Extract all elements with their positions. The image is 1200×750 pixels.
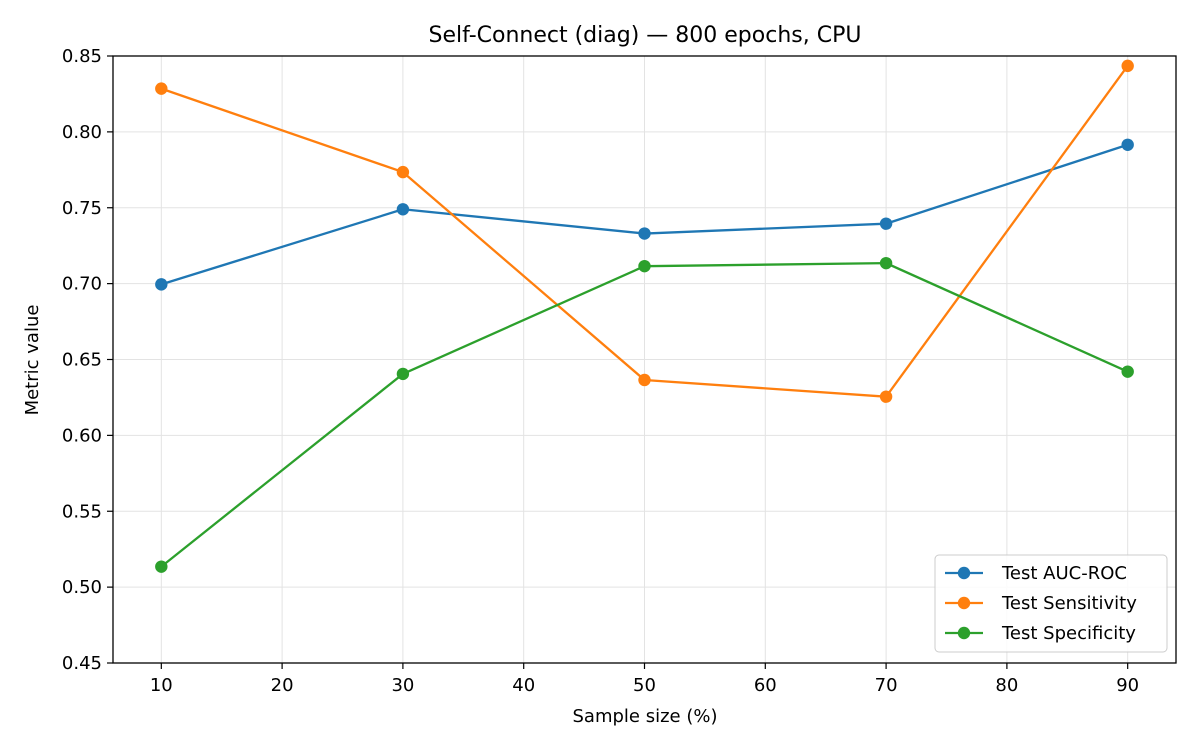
y-tick-label: 0.85 — [62, 46, 102, 67]
y-axis-title: Metric value — [22, 305, 43, 416]
y-tick-label: 0.50 — [62, 577, 102, 598]
data-point-test-sensitivity — [638, 373, 651, 387]
x-tick-label: 80 — [995, 675, 1018, 696]
x-tick-label: 20 — [271, 675, 294, 696]
y-tick-label: 0.55 — [62, 501, 102, 522]
data-point-test-auc-roc — [155, 278, 168, 291]
legend-item-test-sensitivity: Test Sensitivity — [945, 593, 1137, 614]
legend-box — [934, 554, 1168, 653]
series-layer — [155, 59, 1134, 573]
data-point-test-sensitivity — [155, 82, 168, 95]
x-axis-title: Sample size (%) — [573, 706, 718, 727]
x-tick-label: 30 — [391, 675, 414, 696]
data-point-test-sensitivity — [1121, 59, 1134, 73]
y-tick-label: 0.45 — [62, 653, 102, 674]
x-tick-label: 50 — [633, 675, 656, 696]
data-point-test-auc-roc — [879, 217, 893, 230]
data-point-test-auc-roc — [1121, 138, 1134, 151]
series-test-specificity — [155, 256, 1134, 573]
data-point-test-specificity — [396, 367, 410, 381]
y-tick-label: 0.80 — [62, 122, 102, 143]
y-tick-label: 0.70 — [62, 274, 102, 295]
x-axis: 10 20 30 40 50 60 70 80 90 — [150, 663, 1139, 696]
data-point-test-specificity — [638, 259, 651, 273]
x-tick-label: 70 — [875, 675, 898, 696]
data-point-test-specificity — [1121, 365, 1134, 378]
data-point-test-auc-roc — [396, 203, 410, 216]
data-point-test-sensitivity — [396, 165, 410, 179]
legend-label: Test Specificity — [1001, 623, 1136, 644]
legend-marker — [957, 566, 971, 580]
y-tick-label: 0.65 — [62, 350, 102, 371]
y-tick-label: 0.60 — [62, 425, 102, 446]
legend: Test AUC-ROC Test Sensitivity Test Specifi… — [934, 554, 1168, 653]
legend-marker — [957, 626, 971, 640]
legend-label: Test AUC-ROC — [1001, 563, 1127, 584]
chart-title: Self-Connect (diag) — 800 epochs, CPU — [429, 23, 862, 48]
data-point-test-sensitivity — [879, 390, 893, 403]
y-axis: 0.45 0.50 0.55 0.60 0.65 0.70 0.75 0.80 0.85 — [62, 46, 113, 674]
y-tick-label: 0.75 — [62, 198, 102, 219]
legend-label: Test Sensitivity — [1001, 593, 1137, 614]
legend-item-test-specificity: Test Specificity — [945, 623, 1136, 644]
data-point-test-specificity — [879, 256, 893, 270]
data-point-test-auc-roc — [638, 227, 651, 240]
legend-item-test-auc-roc: Test AUC-ROC — [945, 563, 1127, 584]
x-tick-label: 90 — [1116, 675, 1139, 696]
series-test-auc-roc — [155, 138, 1134, 291]
legend-marker — [957, 596, 971, 610]
x-tick-label: 60 — [754, 675, 777, 696]
x-tick-label: 40 — [512, 675, 535, 696]
data-point-test-specificity — [155, 560, 168, 573]
series-test-sensitivity — [155, 59, 1134, 403]
x-tick-label: 10 — [150, 675, 173, 696]
